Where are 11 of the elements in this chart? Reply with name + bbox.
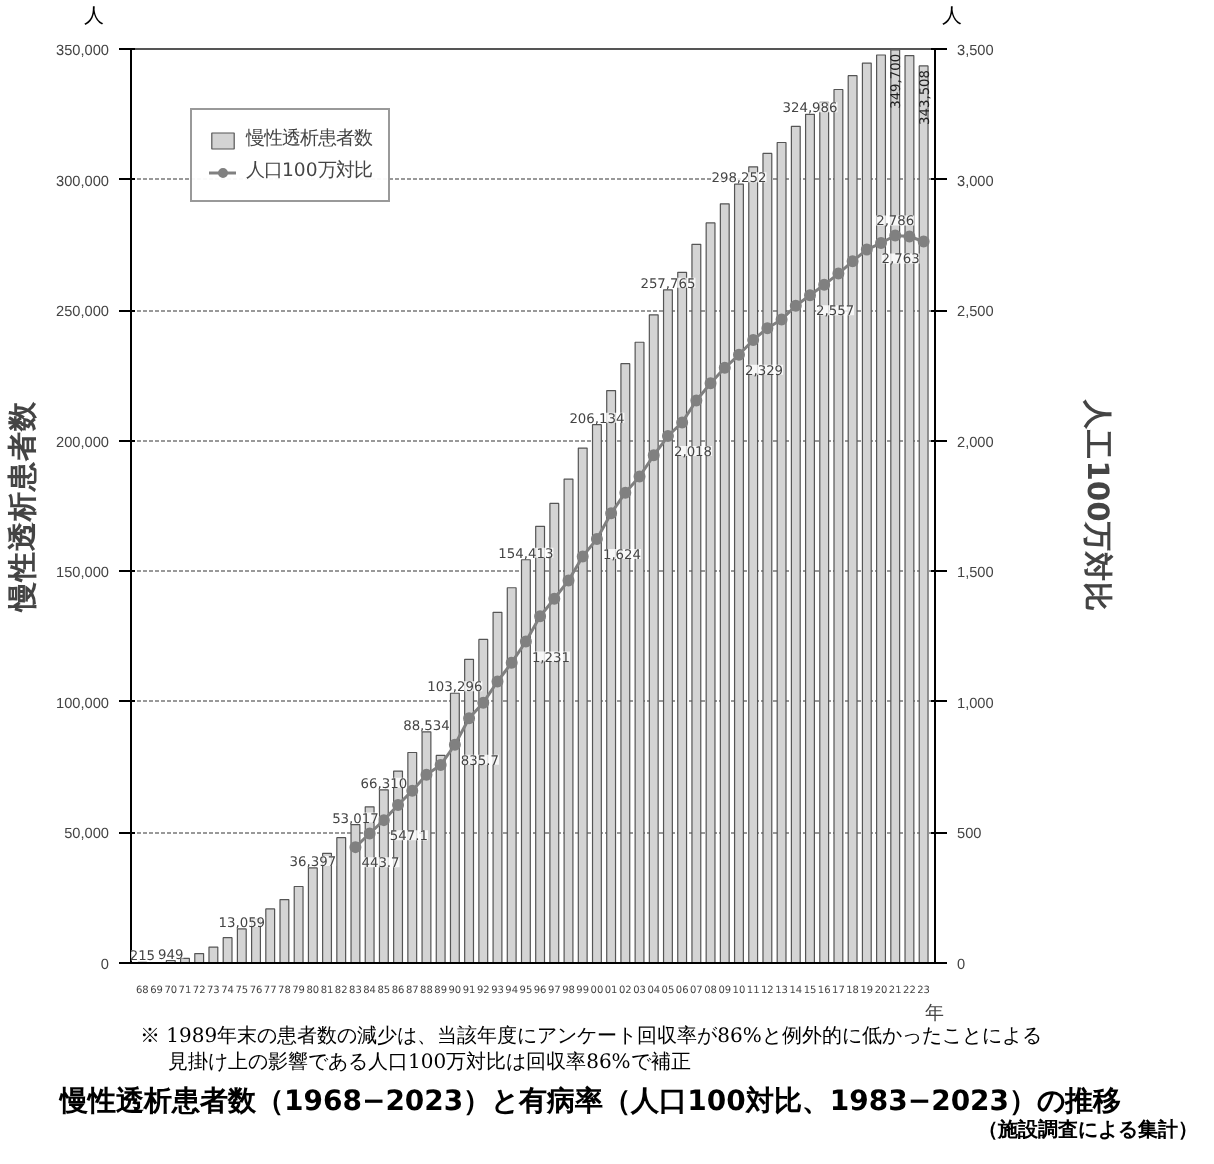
text: （施設調査による集計） [976,1120,1200,1144]
y2-axis-title: 人工100万対比 [1079,398,1116,612]
text: 年 [925,1003,943,1025]
y-axis-title: 慢性透析患者数 [6,399,41,613]
text: 慢性透析患者数（1968−2023）と有病率（人口100対比、1983−2023）の推移 [60,1084,1124,1118]
text: 見掛け上の影響である人口100万対比は回収率86%で補正 [168,1050,693,1076]
text: ※ 1989年末の患者数の減少は、当該年度にアンケート回収率が86%と例外的に低かったことによる [140,1024,1044,1050]
legend-label: 慢性透析患者数 [246,126,372,152]
text: 人 [84,4,104,32]
text: 人 [942,4,962,32]
legend-label: 人口100万対比 [246,158,372,184]
